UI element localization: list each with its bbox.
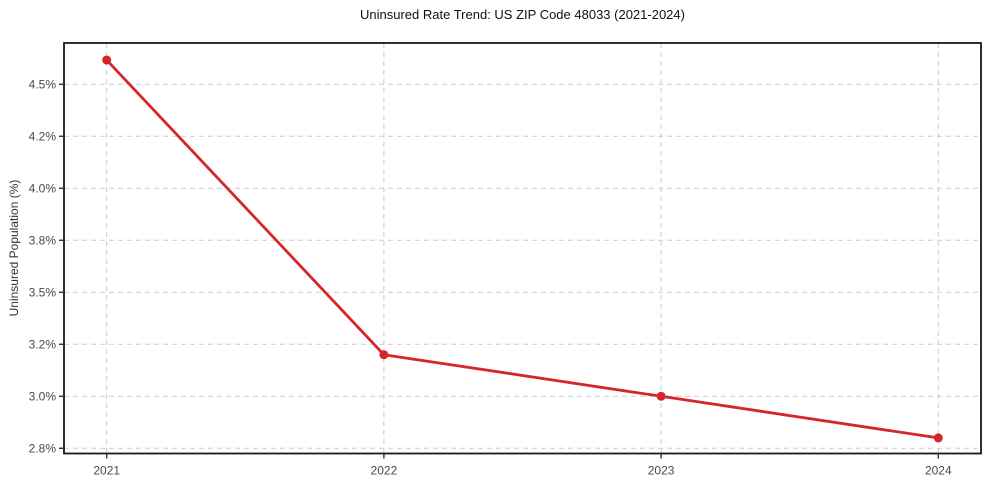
x-tick-label: 2023 xyxy=(648,464,675,478)
trend-line xyxy=(105,58,940,440)
y-tick-label: 4.2% xyxy=(29,129,57,143)
y-tick-label: 4.0% xyxy=(29,181,57,195)
x-tick-label: 2024 xyxy=(925,464,952,478)
axis-frame xyxy=(63,42,982,455)
y-tick-label: 3.2% xyxy=(29,337,57,351)
y-tick-label: 2.8% xyxy=(29,441,57,455)
data-point xyxy=(102,55,112,65)
data-point xyxy=(379,350,389,360)
data-point xyxy=(656,391,666,401)
data-point xyxy=(933,433,943,443)
y-tick-label: 3.8% xyxy=(29,233,57,247)
chart-title: Uninsured Rate Trend: US ZIP Code 48033 … xyxy=(360,7,685,22)
x-tick-label: 2022 xyxy=(371,464,398,478)
x-tick-label: 2021 xyxy=(93,464,120,478)
y-tick-label: 3.0% xyxy=(29,389,57,403)
y-tick-label: 3.5% xyxy=(29,285,57,299)
y-tick-label: 4.5% xyxy=(29,77,57,91)
